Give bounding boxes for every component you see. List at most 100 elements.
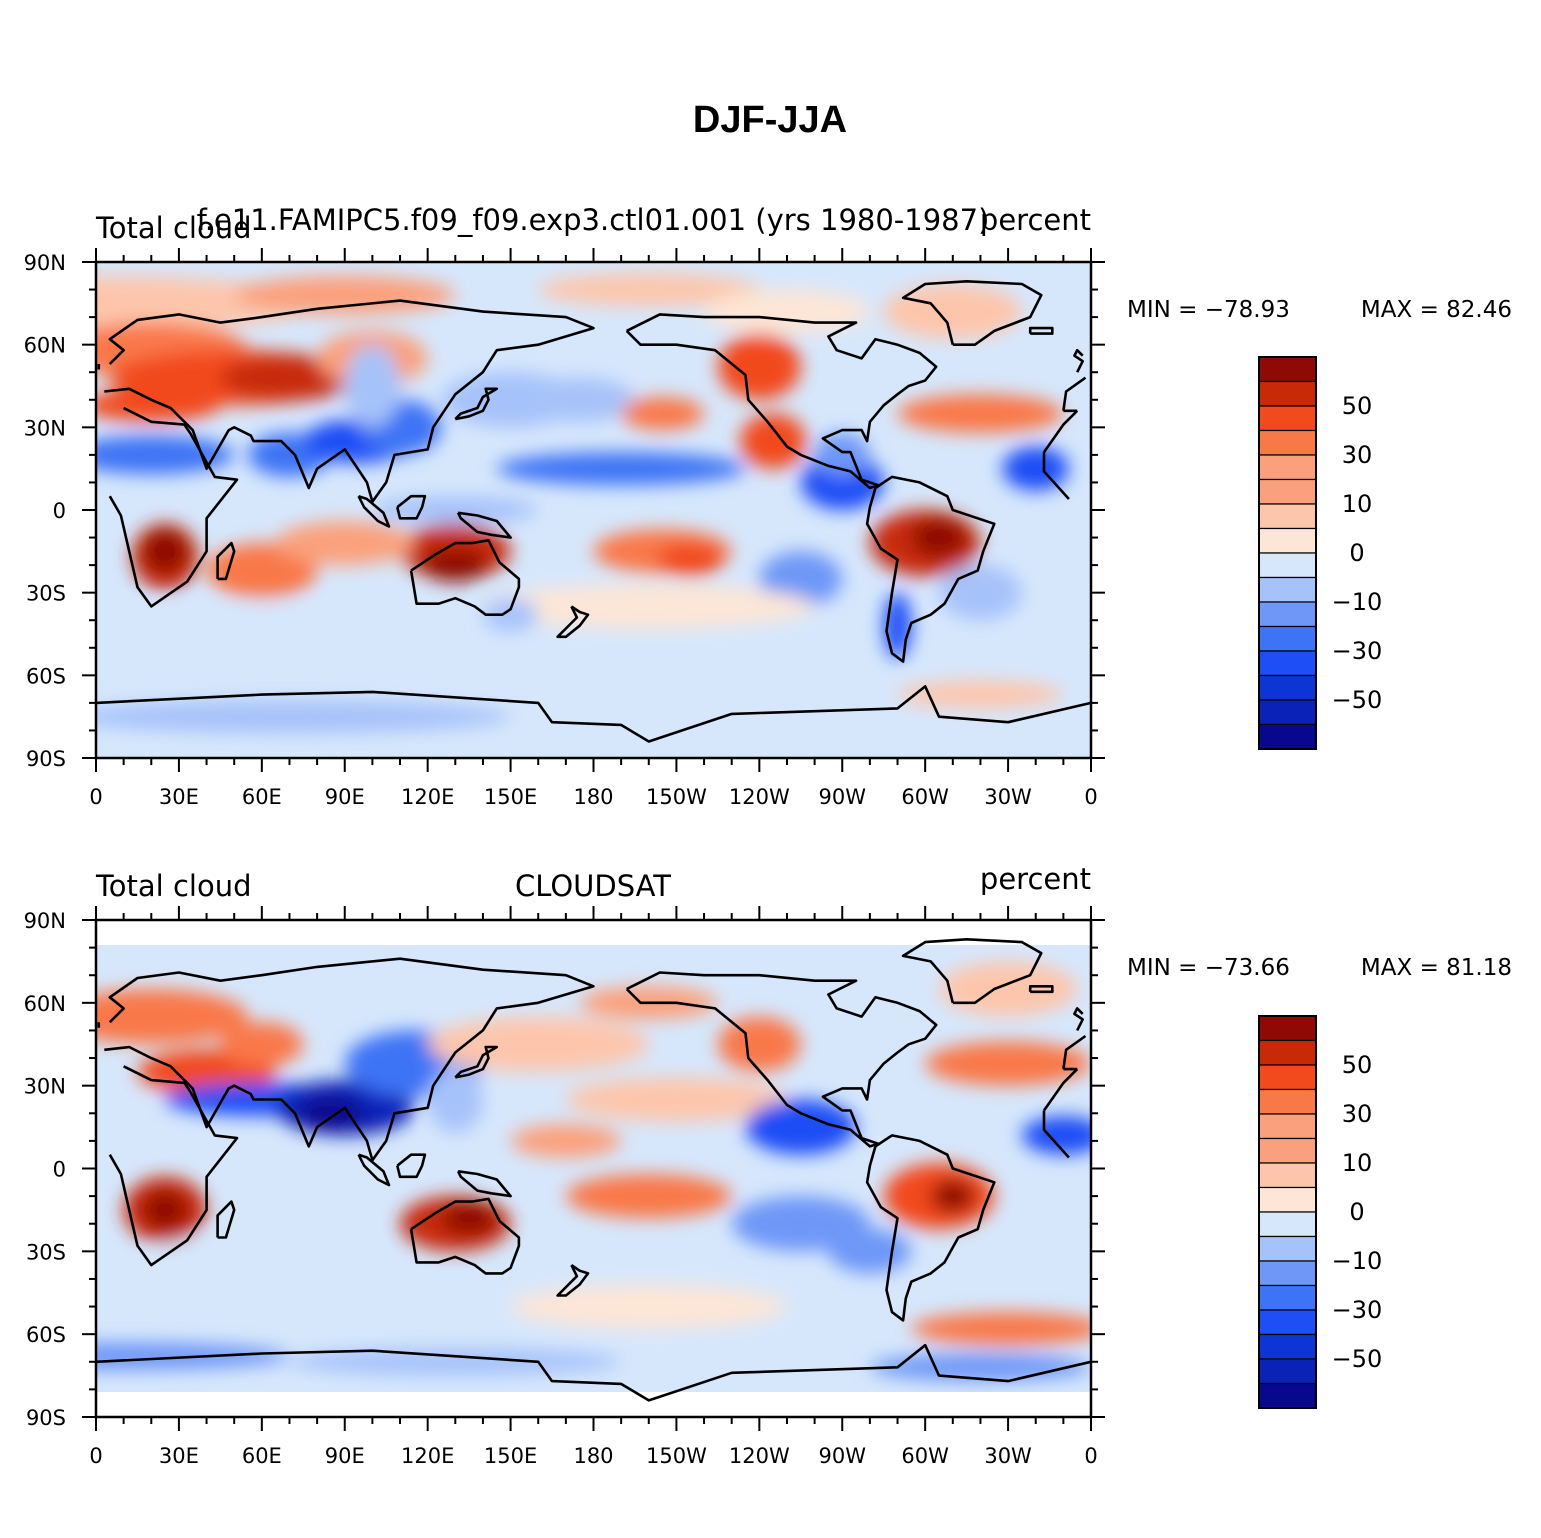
coastline-africa [108, 406, 1079, 608]
colorbar-box [1258, 1113, 1317, 1140]
colorbar-frame [1258, 356, 1317, 750]
colorbar-box [1258, 380, 1317, 407]
coastline-eurasia [104, 957, 1087, 1162]
x-tick-label: 30W [984, 1444, 1032, 1468]
field-patch [925, 1041, 1091, 1086]
field-patch [234, 275, 456, 315]
x-tick-label: 0 [1084, 785, 1097, 809]
field-patch [897, 680, 1064, 709]
x-tick-label: 0 [89, 1444, 102, 1468]
colorbar-label: 50 [1342, 1051, 1373, 1079]
field-patch [759, 551, 843, 607]
field-patch [717, 333, 801, 400]
x-tick-label: 120W [729, 785, 790, 809]
coastline-japan [454, 1045, 499, 1079]
colorbar: 50 30 10 0 −10 −30 −50 [1258, 1015, 1383, 1409]
colorbar-box [1258, 478, 1317, 505]
field-patch [565, 1077, 788, 1122]
field-patch [745, 1099, 857, 1155]
x-tick-label: 60E [242, 1444, 282, 1468]
x-axis-ticks: 0 30E 60E 90E 120E 150E 180 150W 120W 90W 60W 30W 0 [89, 906, 1098, 1468]
x-axis-ticks: 0 30E 60E 90E 120E 150E 180 150W 120W 90W 60W 30W 0 [89, 248, 1098, 809]
colorbar-label: 0 [1349, 1198, 1364, 1226]
y-tick-label: 90N [24, 909, 66, 933]
field-patch [524, 377, 635, 422]
map-panel-cloudsat: 0 30E 60E 90E 120E 150E 180 150W 120W 90W 60W 30W 0 … [24, 862, 1512, 1468]
y-tick-label: 30S [26, 1240, 66, 1264]
colorbar-box [1258, 1064, 1317, 1091]
colorbar-box [1258, 674, 1317, 701]
coastline-northamerica [625, 313, 938, 490]
min-stat: MIN = −73.66 [1127, 955, 1290, 981]
x-tick-label: 150E [484, 785, 537, 809]
y-tick-label: 90S [26, 1406, 66, 1430]
coastline-britain [97, 348, 1084, 373]
y-axis-ticks: 90N 60N 30N 0 30S 60S 90S [24, 909, 1105, 1430]
field-patch [717, 1016, 801, 1072]
colorbar-box [1258, 1039, 1317, 1066]
coastline-africa [108, 1065, 1079, 1267]
coastline-newzealand [556, 605, 590, 639]
field-patch [510, 1284, 787, 1329]
field-patch [565, 1174, 732, 1219]
colorbar-box [1258, 1137, 1317, 1164]
field-patch [657, 543, 724, 577]
coastline-australia [409, 1197, 521, 1275]
field-patch [1021, 1116, 1091, 1155]
colorbar-label: 0 [1349, 539, 1364, 567]
coastline-southamerica [865, 475, 996, 663]
min-stat: MIN = −78.93 [1127, 297, 1290, 323]
y-tick-label: 30S [26, 582, 66, 606]
field-patch [427, 1066, 483, 1133]
x-tick-label: 0 [89, 785, 102, 809]
field-patch [1002, 446, 1069, 491]
field-patch [206, 543, 318, 599]
panel-center-label: f.e11.FAMIPC5.f09_f09.exp3.ctl01.001 (yr… [197, 203, 990, 237]
colorbar-box [1258, 503, 1317, 530]
x-tick-label: 0 [1084, 1444, 1097, 1468]
coastline-australia [409, 539, 521, 616]
coastline-newguinea [456, 511, 512, 539]
colorbar-box [1258, 552, 1317, 579]
field-patch [143, 1190, 188, 1230]
colorbar-box [1258, 1235, 1317, 1262]
colorbar-label: 10 [1342, 1149, 1373, 1177]
colorbar-box [1258, 454, 1317, 481]
field-patch [96, 435, 235, 475]
x-tick-label: 60E [242, 785, 282, 809]
colorbar-box [1258, 723, 1317, 750]
field-patch [289, 1348, 622, 1376]
field-patch [96, 388, 221, 422]
field-patch [828, 1229, 912, 1274]
field-patch [621, 397, 705, 431]
coastline-japan [454, 387, 499, 421]
field-patch [911, 518, 967, 557]
colorbar-box [1258, 1162, 1317, 1189]
field-patch [538, 273, 760, 307]
y-tick-label: 60S [26, 664, 66, 688]
field-patch [930, 1179, 975, 1213]
colorbar-label: −30 [1332, 1296, 1383, 1324]
colorbar-box [1258, 405, 1317, 432]
coastline-sumatra [357, 494, 391, 528]
coastline-iceland [1028, 326, 1054, 335]
field-patch [510, 1124, 622, 1158]
panel-right-label: percent [980, 862, 1091, 896]
max-stat: MAX = 81.18 [1361, 955, 1512, 981]
field-patch [297, 1096, 365, 1130]
colorbar-box [1258, 576, 1317, 603]
x-tick-label: 120E [401, 1444, 454, 1468]
field-patch [220, 1022, 304, 1067]
field-patch [869, 1353, 1091, 1382]
field-patch [143, 529, 188, 574]
field-patch [422, 548, 489, 582]
x-tick-label: 180 [573, 1444, 613, 1468]
x-tick-label: 30E [159, 1444, 199, 1468]
x-tick-label: 30W [984, 785, 1032, 809]
y-tick-label: 90N [24, 251, 66, 275]
x-tick-label: 150E [484, 1444, 537, 1468]
coastline-newzealand [556, 1264, 590, 1297]
colorbar-box [1258, 699, 1317, 726]
coastline-borneo [396, 1153, 427, 1179]
